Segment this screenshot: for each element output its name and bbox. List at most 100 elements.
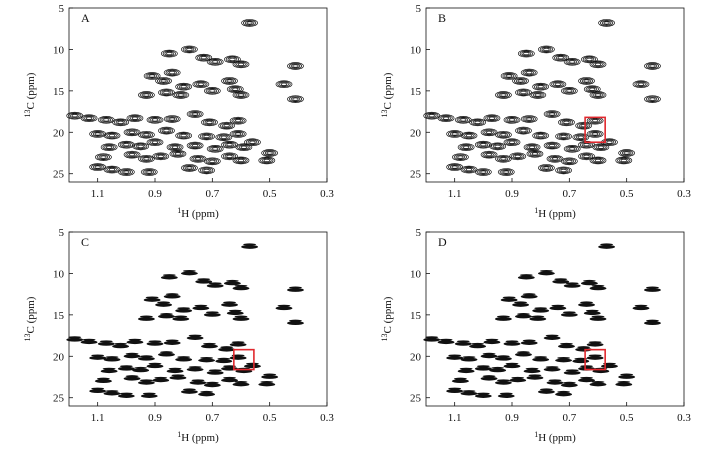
peak xyxy=(189,154,207,163)
peak xyxy=(555,390,573,397)
peak xyxy=(552,278,570,284)
peak xyxy=(203,157,221,166)
y-axis-label: 13C (ppm) xyxy=(380,72,394,117)
panel-letter: B xyxy=(438,11,446,25)
peak xyxy=(261,373,279,379)
peak xyxy=(515,126,532,135)
peak xyxy=(198,390,216,397)
peak xyxy=(224,55,241,64)
peak xyxy=(180,269,198,276)
y-tick-label: 25 xyxy=(410,169,422,181)
peak xyxy=(549,80,567,89)
peak xyxy=(163,68,181,77)
y-tick-label: 10 xyxy=(53,44,65,56)
peak xyxy=(94,377,112,384)
panel-letter: C xyxy=(81,235,89,249)
x-tick-label: 0.7 xyxy=(205,412,219,424)
peak xyxy=(644,319,661,326)
peak xyxy=(543,110,561,118)
peak xyxy=(580,279,598,286)
peak xyxy=(235,367,253,374)
peak xyxy=(592,367,610,374)
peak xyxy=(437,338,455,345)
peak xyxy=(578,152,595,161)
peak xyxy=(503,340,521,346)
peak xyxy=(229,354,247,360)
peak xyxy=(221,152,238,161)
peak xyxy=(66,111,84,120)
peak xyxy=(632,80,650,89)
peak xyxy=(560,311,578,317)
peak xyxy=(103,356,121,362)
peak xyxy=(503,116,521,124)
y-tick-label: 5 xyxy=(416,3,422,15)
peak xyxy=(558,118,575,127)
peak xyxy=(480,150,498,159)
peak xyxy=(112,342,130,349)
peak xyxy=(203,87,221,95)
x-tick-label: 0.9 xyxy=(148,412,162,424)
x-axis-label: 1H (ppm) xyxy=(534,430,576,444)
x-tick-label: 0.3 xyxy=(320,188,334,200)
peak xyxy=(572,357,590,364)
x-tick-label: 0.9 xyxy=(148,188,162,200)
peak xyxy=(543,141,561,150)
y-tick-label: 10 xyxy=(53,268,65,280)
peak xyxy=(169,374,187,380)
peak xyxy=(163,293,181,299)
peak xyxy=(563,58,581,66)
peak xyxy=(138,130,155,139)
peak xyxy=(592,143,610,152)
peak xyxy=(563,369,581,375)
peak xyxy=(500,72,518,80)
peak xyxy=(186,141,204,150)
peak xyxy=(140,392,158,398)
peak xyxy=(152,152,170,161)
peak xyxy=(454,340,472,346)
peak xyxy=(586,354,604,360)
peak xyxy=(515,351,532,357)
peak xyxy=(275,80,293,89)
peak xyxy=(215,357,233,364)
peak xyxy=(460,390,478,396)
peak xyxy=(189,379,207,385)
peak xyxy=(451,377,469,384)
plot-frame xyxy=(68,7,328,183)
peak xyxy=(163,115,181,123)
y-tick-label: 5 xyxy=(59,227,65,239)
peak xyxy=(555,166,572,175)
peak xyxy=(175,82,193,91)
peak xyxy=(509,376,527,383)
y-tick-label: 15 xyxy=(53,310,65,322)
peak xyxy=(560,381,578,388)
peak xyxy=(117,365,135,371)
peak xyxy=(146,340,164,346)
x-tick-label: 0.5 xyxy=(620,412,634,424)
peak xyxy=(517,49,535,58)
peak xyxy=(526,374,544,380)
peak xyxy=(460,165,478,174)
x-axis-label: 1H (ppm) xyxy=(177,206,219,220)
peak xyxy=(503,138,521,147)
x-tick-label: 0.7 xyxy=(562,188,576,200)
peak xyxy=(563,145,581,153)
peak xyxy=(180,388,198,394)
peak xyxy=(226,309,244,316)
peak xyxy=(520,293,538,299)
y-tick-label: 20 xyxy=(410,127,422,139)
peak xyxy=(198,166,215,175)
peak xyxy=(287,319,304,326)
peak xyxy=(172,91,190,99)
peak xyxy=(546,379,564,385)
peak xyxy=(137,379,155,385)
panel-letter: D xyxy=(438,235,447,249)
peak xyxy=(146,116,164,124)
peak xyxy=(474,168,492,176)
peak xyxy=(526,149,544,158)
y-tick-label: 25 xyxy=(53,169,65,181)
peak xyxy=(520,339,538,345)
peak xyxy=(549,304,567,311)
peak xyxy=(229,341,247,347)
peak xyxy=(123,352,141,359)
peak xyxy=(112,118,129,127)
